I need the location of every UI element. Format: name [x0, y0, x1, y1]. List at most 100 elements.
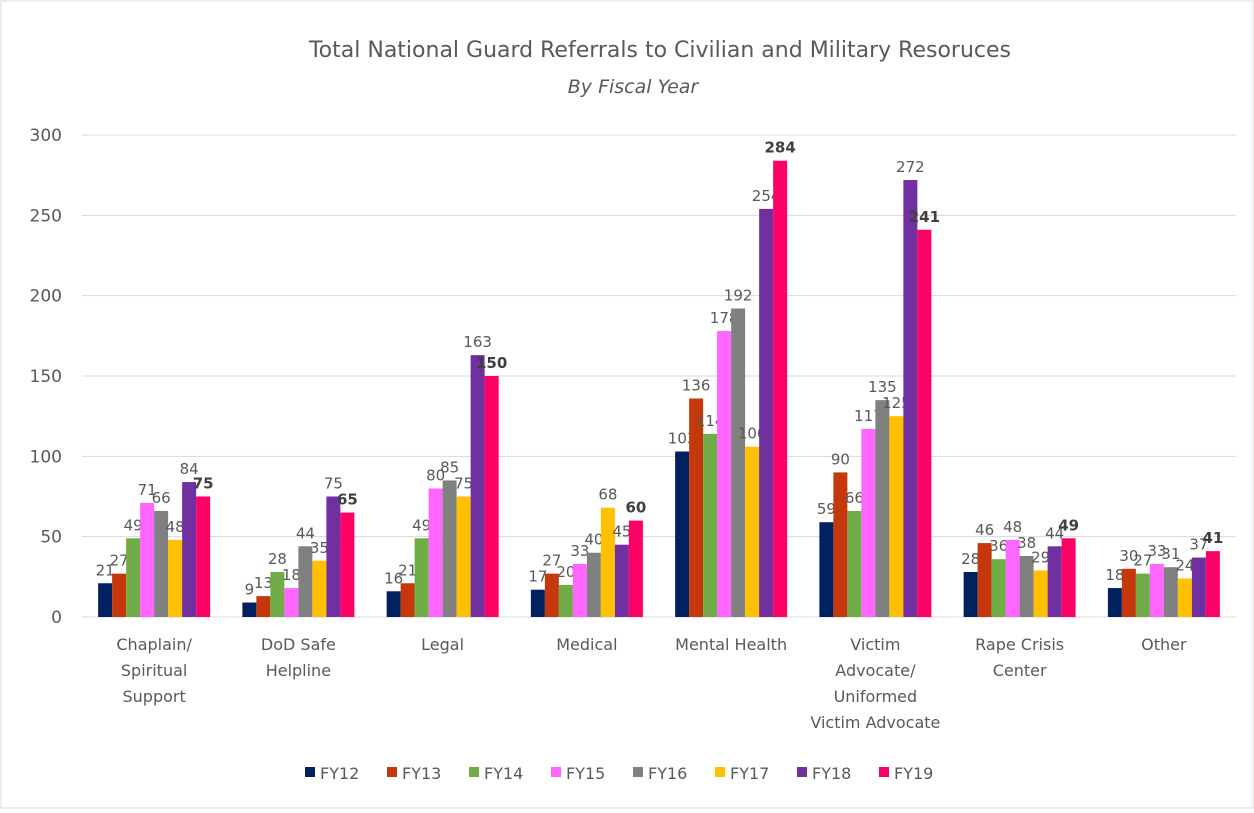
- bar: [717, 331, 732, 617]
- value-label: 21: [398, 561, 417, 579]
- bar: [326, 496, 341, 617]
- value-label: 41: [1202, 529, 1223, 547]
- value-label: 9: [245, 581, 255, 599]
- y-tick-label: 50: [40, 528, 62, 548]
- value-label: 31: [1161, 545, 1180, 563]
- value-label: 44: [296, 524, 315, 542]
- x-tick-label: Legal: [421, 635, 464, 654]
- bar: [572, 563, 587, 617]
- bar: [1191, 557, 1206, 617]
- x-tick-label: Other: [1141, 635, 1187, 654]
- value-label: 37: [1189, 536, 1208, 554]
- value-label: 48: [1003, 518, 1022, 536]
- bar: [847, 510, 862, 617]
- bar: [1149, 563, 1164, 617]
- bar: [284, 588, 299, 617]
- x-tick-line: Support: [123, 687, 186, 706]
- value-label: 192: [724, 287, 753, 305]
- chart-title: Total National Guard Referrals to Civili…: [308, 38, 1011, 63]
- bar: [456, 496, 471, 617]
- bar: [1047, 546, 1062, 617]
- value-label: 27: [1133, 552, 1152, 570]
- x-tick-line: Other: [1141, 635, 1187, 654]
- value-label: 33: [1147, 542, 1166, 560]
- bar: [196, 496, 211, 617]
- bar: [484, 376, 499, 617]
- bar: [889, 416, 904, 617]
- value-label: 75: [454, 475, 473, 493]
- bar: [428, 488, 443, 617]
- value-label: 150: [476, 354, 507, 372]
- value-label: 21: [96, 561, 115, 579]
- value-label: 28: [268, 550, 287, 568]
- x-tick-label: Rape Crisis Center: [975, 635, 1064, 680]
- bar: [689, 398, 704, 617]
- bar: [256, 596, 271, 617]
- legend-swatch: [551, 767, 561, 777]
- bar: [861, 429, 876, 617]
- legend-label: FY16: [648, 764, 687, 783]
- bar: [773, 160, 788, 617]
- bar: [745, 446, 760, 617]
- bar: [917, 229, 932, 617]
- x-tick-label: DoD Safe Helpline: [261, 635, 336, 680]
- y-tick-label: 150: [30, 367, 62, 387]
- value-label: 36: [989, 537, 1008, 555]
- value-label: 45: [612, 523, 631, 541]
- legend-label: FY12: [320, 764, 359, 783]
- value-label: 28: [961, 550, 980, 568]
- bar: [991, 559, 1006, 617]
- value-label: 46: [975, 521, 994, 539]
- bar: [1033, 570, 1048, 617]
- bar: [614, 544, 629, 617]
- value-label: 60: [625, 499, 646, 517]
- value-label: 48: [166, 518, 185, 536]
- value-label: 30: [1119, 547, 1138, 565]
- bar: [544, 573, 559, 617]
- bar: [903, 179, 918, 617]
- bar: [1019, 555, 1034, 617]
- bar: [182, 482, 197, 617]
- legend-swatch: [633, 767, 643, 777]
- y-tick-label: 300: [30, 126, 62, 146]
- y-tick-label: 100: [30, 447, 62, 467]
- bar: [340, 512, 355, 617]
- value-label: 80: [426, 466, 445, 484]
- x-tick-line: Victim Advocate: [810, 713, 940, 732]
- bar: [1005, 539, 1020, 617]
- legend-swatch: [387, 767, 397, 777]
- bar: [98, 583, 113, 617]
- value-label: 17: [528, 568, 547, 586]
- bar: [414, 538, 429, 617]
- x-tick-line: Mental Health: [675, 635, 787, 654]
- value-label: 136: [682, 376, 711, 394]
- bar: [1163, 567, 1178, 617]
- x-tick-line: Uniformed: [834, 687, 918, 706]
- bar: [270, 572, 285, 617]
- x-tick-line: Helpline: [266, 661, 331, 680]
- value-label: 90: [831, 450, 850, 468]
- value-label: 284: [764, 139, 795, 157]
- value-label: 13: [254, 574, 273, 592]
- bar: [558, 584, 573, 617]
- x-tick-label: Chaplain/Spiritual Support: [116, 635, 192, 706]
- bar: [386, 591, 401, 617]
- bar: [833, 472, 848, 617]
- value-label: 49: [412, 516, 431, 534]
- bar: [675, 451, 690, 617]
- legend-label: FY14: [484, 764, 523, 783]
- legend-label: FY18: [812, 764, 851, 783]
- bar: [1205, 551, 1220, 617]
- bar: [400, 583, 415, 617]
- bar: [977, 543, 992, 617]
- bar: [298, 546, 313, 617]
- bar: [126, 538, 141, 617]
- legend-swatch: [305, 767, 315, 777]
- value-label: 84: [180, 460, 199, 478]
- bar: [628, 520, 643, 617]
- value-label: 16: [384, 569, 403, 587]
- value-label: 49: [1058, 516, 1079, 534]
- bar: [703, 433, 718, 617]
- value-label: 75: [324, 475, 343, 493]
